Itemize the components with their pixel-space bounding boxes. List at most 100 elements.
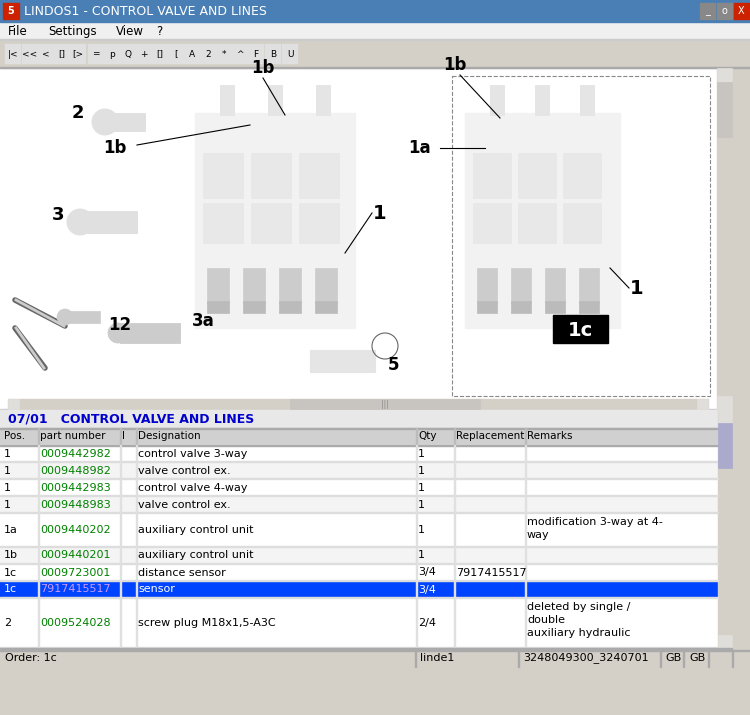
- Circle shape: [92, 109, 118, 135]
- Text: Pos.: Pos.: [4, 431, 26, 441]
- Text: 1: 1: [418, 551, 425, 561]
- Bar: [120, 323, 180, 343]
- Bar: [416, 564, 417, 581]
- Text: Remarks: Remarks: [527, 431, 572, 441]
- Text: control valve 4-way: control valve 4-way: [138, 483, 248, 493]
- Text: modification 3-way at 4-: modification 3-way at 4-: [527, 517, 663, 527]
- Bar: [38, 428, 39, 445]
- Text: 0009723001: 0009723001: [40, 568, 110, 578]
- Text: 0009442982: 0009442982: [40, 448, 111, 458]
- Bar: [299, 203, 339, 243]
- Bar: [734, 3, 749, 19]
- Bar: [22, 44, 38, 64]
- Bar: [732, 650, 733, 667]
- Bar: [708, 650, 709, 667]
- Text: valve control ex.: valve control ex.: [138, 500, 231, 510]
- Text: |||: |||: [381, 400, 389, 408]
- Bar: [454, 513, 455, 547]
- Bar: [416, 479, 417, 496]
- Text: p: p: [110, 49, 115, 59]
- Text: 0009448983: 0009448983: [40, 500, 111, 510]
- Bar: [563, 153, 601, 198]
- Bar: [717, 68, 732, 82]
- Text: Settings: Settings: [48, 24, 97, 37]
- Bar: [415, 650, 416, 667]
- Bar: [0, 547, 718, 564]
- Bar: [0, 39, 750, 40]
- Text: valve control ex.: valve control ex.: [138, 465, 231, 475]
- Bar: [195, 113, 355, 328]
- Bar: [38, 445, 39, 462]
- Text: I: I: [122, 431, 125, 441]
- Text: 7917415517: 7917415517: [456, 568, 526, 578]
- Bar: [315, 301, 337, 313]
- Bar: [282, 44, 298, 64]
- Bar: [454, 428, 455, 445]
- Bar: [0, 22, 750, 40]
- Bar: [38, 581, 39, 598]
- Bar: [82, 211, 137, 233]
- Text: deleted by single /: deleted by single /: [527, 602, 630, 612]
- Text: way: way: [527, 530, 550, 540]
- Bar: [525, 598, 526, 648]
- Bar: [136, 513, 137, 547]
- Text: control valve 3-way: control valve 3-way: [138, 448, 248, 458]
- Bar: [3, 3, 19, 19]
- Bar: [136, 496, 137, 513]
- Bar: [579, 301, 599, 313]
- Bar: [0, 478, 718, 479]
- Bar: [718, 635, 732, 648]
- Text: distance sensor: distance sensor: [138, 568, 226, 578]
- Bar: [38, 547, 39, 564]
- Text: 1b: 1b: [251, 59, 274, 77]
- Text: 1c: 1c: [567, 320, 592, 340]
- Text: GB: GB: [689, 653, 705, 663]
- Text: 5: 5: [388, 356, 400, 374]
- Text: U: U: [286, 49, 293, 59]
- Text: 1: 1: [418, 525, 425, 535]
- Bar: [0, 409, 716, 410]
- Bar: [120, 445, 121, 462]
- Text: [>: [>: [73, 49, 83, 59]
- Text: ?: ?: [156, 24, 162, 37]
- Bar: [465, 113, 620, 328]
- Bar: [717, 396, 732, 410]
- Text: 2: 2: [72, 104, 85, 122]
- Bar: [0, 563, 718, 564]
- Text: part number: part number: [40, 431, 106, 441]
- Text: auxiliary hydraulic: auxiliary hydraulic: [527, 628, 631, 638]
- Text: 2/4: 2/4: [418, 618, 436, 628]
- Text: 3: 3: [52, 206, 64, 224]
- Bar: [454, 547, 455, 564]
- Text: [: [: [174, 49, 178, 59]
- Text: 1a: 1a: [4, 525, 18, 535]
- Text: F: F: [254, 49, 259, 59]
- Bar: [718, 410, 732, 423]
- Text: []: []: [157, 49, 164, 59]
- Bar: [120, 479, 121, 496]
- Bar: [0, 597, 718, 598]
- Bar: [251, 153, 291, 198]
- Bar: [525, 428, 526, 445]
- Bar: [518, 650, 519, 667]
- Bar: [416, 462, 417, 479]
- Bar: [0, 68, 716, 410]
- Text: screw plug M18x1,5-A3C: screw plug M18x1,5-A3C: [138, 618, 276, 628]
- Bar: [136, 445, 137, 462]
- Text: linde1: linde1: [420, 653, 454, 663]
- Bar: [0, 495, 718, 496]
- Text: 3/4: 3/4: [418, 568, 436, 578]
- Text: 07/01   CONTROL VALVE AND LINES: 07/01 CONTROL VALVE AND LINES: [8, 413, 254, 425]
- Bar: [136, 564, 137, 581]
- Bar: [473, 153, 511, 198]
- Text: 1: 1: [373, 204, 387, 222]
- Bar: [168, 44, 184, 64]
- Text: 1: 1: [4, 500, 11, 510]
- Bar: [136, 479, 137, 496]
- Circle shape: [108, 323, 128, 343]
- Text: auxiliary control unit: auxiliary control unit: [138, 551, 254, 561]
- Text: A: A: [189, 49, 195, 59]
- Text: X: X: [738, 6, 745, 16]
- Text: LINDOS1 - CONTROL VALVE AND LINES: LINDOS1 - CONTROL VALVE AND LINES: [24, 4, 267, 17]
- Text: 12: 12: [108, 316, 131, 334]
